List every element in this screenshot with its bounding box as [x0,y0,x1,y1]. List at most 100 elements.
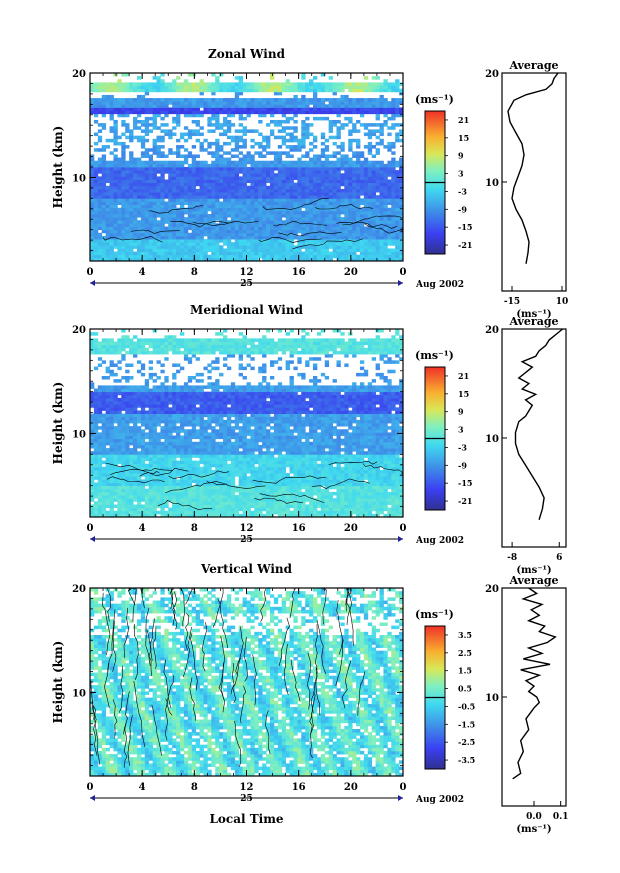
heatmap-cell [379,251,384,256]
heatmap-cell [113,513,118,518]
heatmap-cell [172,495,177,499]
heatmap-cell [266,188,271,193]
heatmap-cell [250,160,255,165]
heatmap-cell [313,170,318,174]
heatmap-cell [367,195,373,199]
heatmap-cell [336,201,341,205]
heatmap-cell [305,488,310,493]
heatmap-cell [391,226,396,231]
heatmap-cell [246,248,251,252]
heatmap-cell [109,491,114,496]
heatmap-cell [313,76,318,80]
heatmap-cell [148,85,153,90]
heatmap-cell [121,73,126,77]
heatmap-cell [93,245,99,249]
heatmap-cell [344,157,349,162]
heatmap-cell [125,242,130,246]
heatmap-cell [246,157,251,162]
heatmap-cell [301,507,306,512]
heatmap-cell [215,501,220,505]
heatmap-cell [156,176,161,180]
heatmap-cell [215,182,220,187]
heatmap-cell [136,76,142,80]
heatmap-cell [117,214,122,218]
heatmap-cell [242,82,247,86]
heatmap-cell [293,104,298,108]
heatmap-cell [219,188,224,193]
heatmap-cell [301,504,306,508]
heatmap-cell [379,173,384,177]
heatmap-cell [219,157,224,162]
heatmap-cell [211,195,216,199]
heatmap-cell [320,495,326,499]
heatmap-cell [289,479,294,483]
heatmap-cell [352,504,357,508]
heatmap-cell [391,495,396,499]
heatmap-cell [183,198,189,202]
heatmap-cell [254,101,259,105]
heatmap-cell [179,182,185,187]
heatmap-cell [160,473,165,477]
heatmap-cell [179,232,185,237]
heatmap-cell [320,179,326,184]
heatmap-cell [305,207,310,212]
heatmap-cell [277,257,283,262]
heatmap-cell [148,254,153,259]
heatmap-cell [305,513,310,518]
heatmap-cell [309,167,314,171]
heatmap-cell [179,98,185,102]
heatmap-cell [363,510,369,515]
heatmap-cell [90,226,95,231]
heatmap-cell [230,176,236,180]
heatmap-cell [363,123,369,127]
heatmap-cell [316,235,322,240]
heatmap-cell [152,214,157,218]
heatmap-cell [187,107,193,111]
heatmap-cell [234,242,240,246]
heatmap-cell [359,182,365,187]
heatmap-cell [348,148,353,152]
heatmap-cell [356,257,361,262]
heatmap-cell [160,188,165,193]
heatmap-cell [144,476,150,480]
heatmap-cell [219,476,224,480]
heatmap-cell [258,160,263,165]
heatmap-cell [340,154,345,158]
heatmap-cell [238,482,243,487]
heatmap-cell [152,176,157,180]
heatmap-cell [97,513,103,518]
heatmap-cell [215,85,220,90]
heatmap-cell [305,195,310,199]
profile-x-tick-label: -15 [504,297,520,307]
heatmap-cell [242,129,247,133]
heatmap-cell [262,104,267,108]
heatmap-cell [383,223,388,227]
heatmap-cell [367,192,373,196]
heatmap-cell [121,220,126,224]
heatmap-cell [129,195,134,199]
heatmap-cell [172,239,177,243]
heatmap-cell [203,110,208,115]
heatmap-cell [242,226,247,231]
heatmap-cell [399,176,404,180]
colorbar-tick-label: 3 [458,169,464,179]
heatmap-cell [121,488,126,493]
heatmap-cell [285,176,290,180]
heatmap-cell [269,491,275,496]
heatmap-cell [97,470,103,474]
heatmap-cell [297,223,302,227]
heatmap-cell [356,223,361,227]
heatmap-cell [359,229,365,234]
heatmap-cell [176,110,181,115]
heatmap-cell [234,239,240,243]
heatmap-cell [387,257,392,262]
heatmap-cell [344,495,349,499]
heatmap-cell [172,488,177,493]
heatmap-cell [203,226,208,231]
heatmap-cell [164,132,169,137]
heatmap-cell [242,479,247,483]
heatmap-cell [219,195,224,199]
heatmap-cell [183,132,189,137]
heatmap-cell [340,510,345,515]
heatmap-cell [309,229,314,234]
